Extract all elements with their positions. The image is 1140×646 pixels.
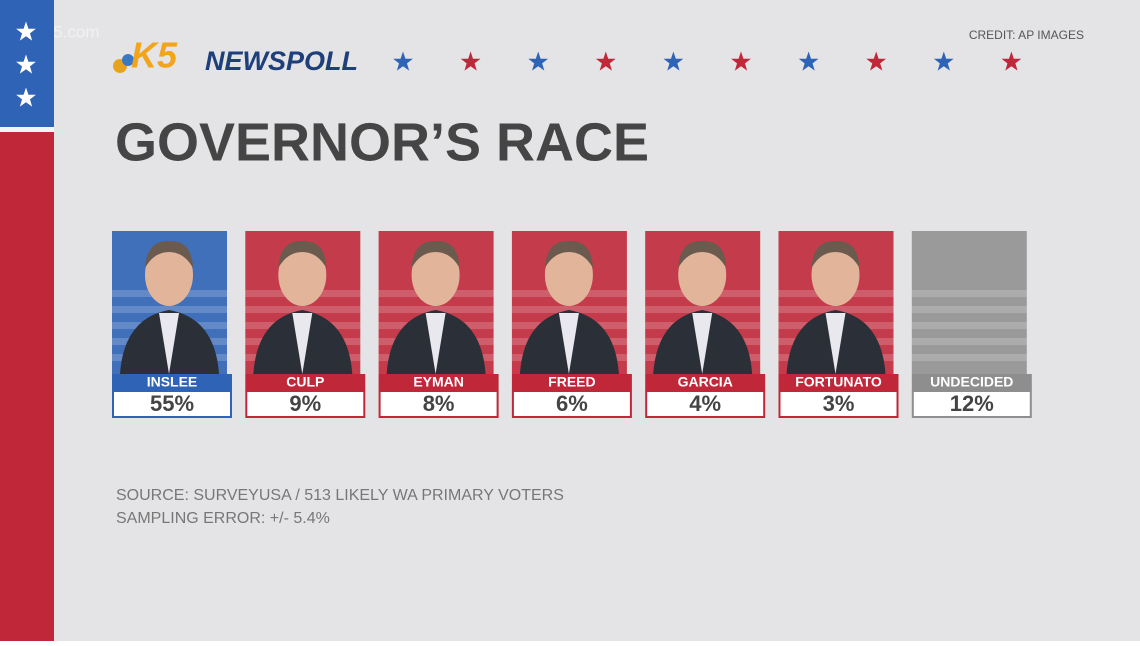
photo-hair <box>678 240 727 268</box>
photo-head <box>678 244 727 306</box>
value-box <box>245 390 366 418</box>
candidate-name: INSLEE <box>147 374 198 390</box>
candidate-name: CULP <box>286 374 324 390</box>
candidate-value: 12% <box>950 391 994 416</box>
name-bar <box>511 374 632 391</box>
candidate-value: 9% <box>289 391 321 416</box>
logo-mark: K5 <box>131 35 178 76</box>
credit: CREDIT: AP IMAGES <box>969 28 1084 42</box>
logo: K5 NEWSPOLL <box>113 35 358 76</box>
logo-text: NEWSPOLL <box>205 46 358 76</box>
value-box <box>378 390 499 418</box>
footnote: SAMPLING ERROR: +/- 5.4% <box>116 510 330 527</box>
photo-shirt <box>292 313 313 374</box>
footnote: SOURCE: SURVEYUSA / 513 LIKELY WA PRIMAR… <box>116 487 564 504</box>
candidate-value: 55% <box>150 391 194 416</box>
candidate-name: FORTUNATO <box>795 374 882 390</box>
photo-hair <box>278 240 327 268</box>
photo-head <box>145 244 193 306</box>
photo-stripe <box>911 338 1027 345</box>
candidate-value: 8% <box>423 391 455 416</box>
photo-stripe <box>645 306 761 313</box>
candidate-name: EYMAN <box>413 374 464 390</box>
candidate-name: FREED <box>548 374 595 390</box>
photo-shirt <box>692 313 713 374</box>
title: GOVERNOR’S RACE <box>115 112 649 172</box>
candidate-value: 4% <box>689 391 721 416</box>
photo-stripe <box>245 306 361 313</box>
value-box <box>911 390 1032 418</box>
candidate-cards: INSLEE55%CULP9%EYMAN8%FREED6%GARCIA4%FOR… <box>112 231 1032 418</box>
photo-shirt <box>825 313 846 374</box>
photo-shirt <box>558 313 579 374</box>
photo-head <box>811 244 860 306</box>
name-bar <box>778 374 899 391</box>
name-bar <box>645 374 766 391</box>
photo-hair <box>411 240 460 268</box>
flag-divider <box>0 127 54 132</box>
photo-stripe <box>911 354 1027 361</box>
photo-stripe <box>511 306 627 313</box>
candidate-value: 3% <box>823 391 855 416</box>
photo-stripe <box>778 306 894 313</box>
value-box <box>112 390 232 418</box>
name-bar <box>112 374 232 391</box>
photo-stripe <box>378 306 494 313</box>
candidate-name: UNDECIDED <box>930 374 1013 390</box>
photo-head <box>278 244 327 306</box>
photo-hair <box>544 240 593 268</box>
photo-background <box>911 231 1027 374</box>
photo-hair <box>145 240 193 268</box>
photo-stripe <box>911 322 1027 329</box>
name-bar <box>378 374 499 391</box>
value-box <box>645 390 766 418</box>
name-bar <box>245 374 366 391</box>
photo-shirt <box>425 313 446 374</box>
value-box <box>511 390 632 418</box>
photo-shirt <box>159 313 179 374</box>
photo-hair <box>811 240 860 268</box>
photo-head <box>411 244 460 306</box>
photo-stripe <box>911 290 1027 297</box>
candidate-value: 6% <box>556 391 588 416</box>
photo-stripe <box>911 306 1027 313</box>
candidate-name: GARCIA <box>678 374 733 390</box>
flag-red <box>0 130 54 641</box>
photo-stripe <box>112 306 227 313</box>
photo-head <box>544 244 593 306</box>
value-box <box>778 390 899 418</box>
name-bar <box>911 374 1032 391</box>
